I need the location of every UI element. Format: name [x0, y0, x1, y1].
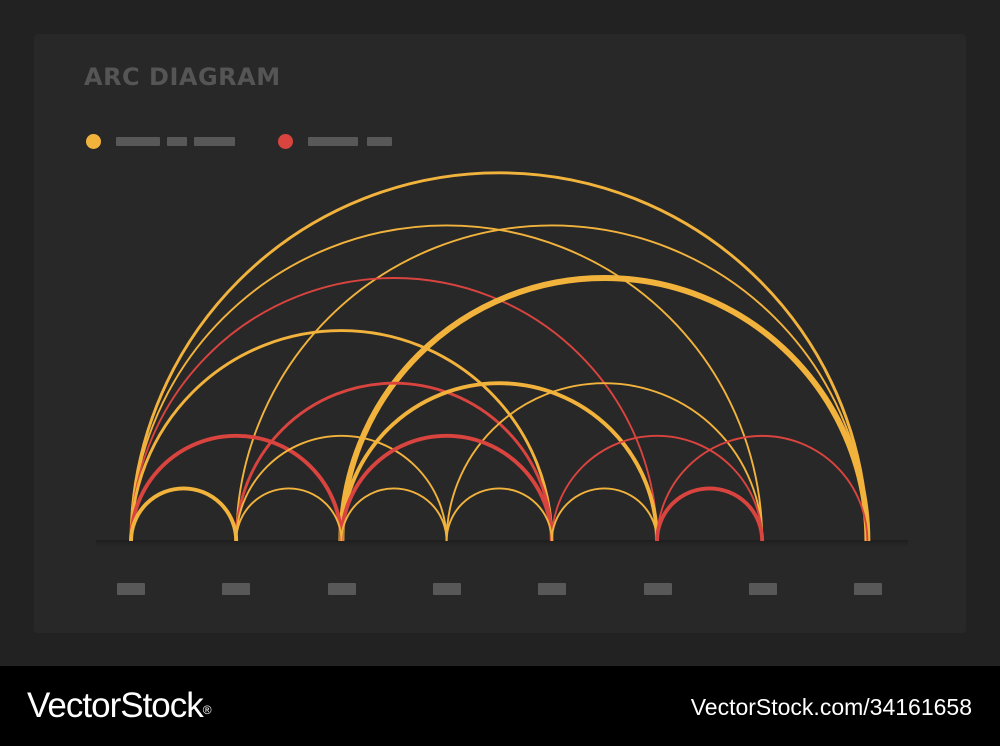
arc-2-5	[339, 381, 659, 542]
arc-3-4	[445, 487, 553, 542]
node-label-3	[433, 583, 461, 595]
node-label-7	[854, 583, 882, 595]
arc-0-6	[130, 224, 764, 542]
arc-0-1	[129, 486, 239, 542]
arc-2-4	[339, 433, 554, 542]
watermark-brand: VectorStock®	[27, 686, 212, 725]
legend-dot-red	[278, 134, 293, 149]
node-label-0	[117, 583, 145, 595]
arc-2-3	[340, 487, 448, 542]
node-label-2	[328, 583, 356, 595]
legend-dot-orange	[86, 134, 101, 149]
arc-4-5	[550, 487, 658, 542]
node-label-5	[644, 583, 672, 595]
node-label-1	[222, 583, 250, 595]
arc-1-7	[235, 224, 869, 542]
arc-5-7	[656, 434, 869, 542]
legend-label-placeholder	[194, 137, 235, 146]
legend-label-placeholder	[167, 137, 187, 146]
arc-group	[129, 171, 871, 542]
arc-1-4	[234, 381, 554, 542]
legend-label-placeholder	[367, 137, 392, 146]
watermark-url: VectorStock.com/34161658	[690, 694, 972, 720]
diagram-title: ARC DIAGRAM	[84, 63, 281, 91]
legend-label-placeholder	[116, 137, 160, 146]
arc-2-7	[338, 275, 871, 542]
baseline-shadow	[96, 540, 908, 550]
arc-1-3	[235, 434, 448, 542]
arc-diagram	[96, 171, 908, 550]
arc-0-7	[129, 171, 869, 542]
watermark-bar	[0, 666, 1000, 746]
arc-0-2	[129, 433, 344, 542]
node-label-6	[749, 583, 777, 595]
legend-label-placeholder	[308, 137, 358, 146]
arc-0-4	[129, 329, 554, 542]
arc-1-2	[235, 487, 343, 542]
arc-4-6	[550, 434, 764, 542]
arc-5-6	[655, 486, 765, 542]
arc-3-6	[445, 382, 764, 542]
arc-0-5	[130, 277, 658, 542]
diagram-panel	[34, 34, 966, 633]
node-label-4	[538, 583, 566, 595]
